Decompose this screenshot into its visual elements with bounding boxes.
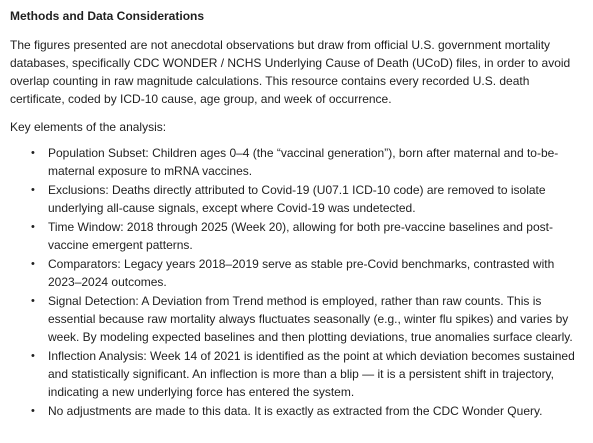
list-item-text: Time Window: 2018 through 2025 (Week 20)… [48,220,553,252]
list-item-text: Population Subset: Children ages 0–4 (th… [48,146,559,178]
list-item-text: Comparators: Legacy years 2018–2019 serv… [48,257,555,289]
list-item: • Inflection Analysis: Week 14 of 2021 is… [31,347,581,401]
bullet-icon: • [31,405,35,417]
bullet-icon: • [31,350,35,362]
key-elements-list: • Population Subset: Children ages 0–4 (t… [10,144,581,420]
list-item: • Exclusions: Deaths directly attributed … [31,181,581,217]
list-item: • No adjustments are made to this data. I… [31,402,581,420]
bullet-icon: • [31,184,35,196]
list-item-text: No adjustments are made to this data. It… [48,404,543,418]
list-item-text: Inflection Analysis: Week 14 of 2021 is … [48,349,575,399]
list-item: • Population Subset: Children ages 0–4 (t… [31,144,581,180]
list-item-text: Exclusions: Deaths directly attributed t… [48,183,546,215]
list-item: • Time Window: 2018 through 2025 (Week 20… [31,218,581,254]
key-elements-lead: Key elements of the analysis: [10,120,167,134]
intro-paragraph: The figures presented are not anecdotal … [10,38,571,106]
bullet-icon: • [31,221,35,233]
list-item: • Comparators: Legacy years 2018–2019 ser… [31,255,581,291]
bullet-icon: • [31,295,35,307]
bullet-icon: • [31,258,35,270]
list-item: • Signal Detection: A Deviation from Tren… [31,292,581,346]
list-item-text: Signal Detection: A Deviation from Trend… [48,294,573,344]
section-heading: Methods and Data Considerations [10,9,205,23]
bullet-icon: • [31,147,35,159]
